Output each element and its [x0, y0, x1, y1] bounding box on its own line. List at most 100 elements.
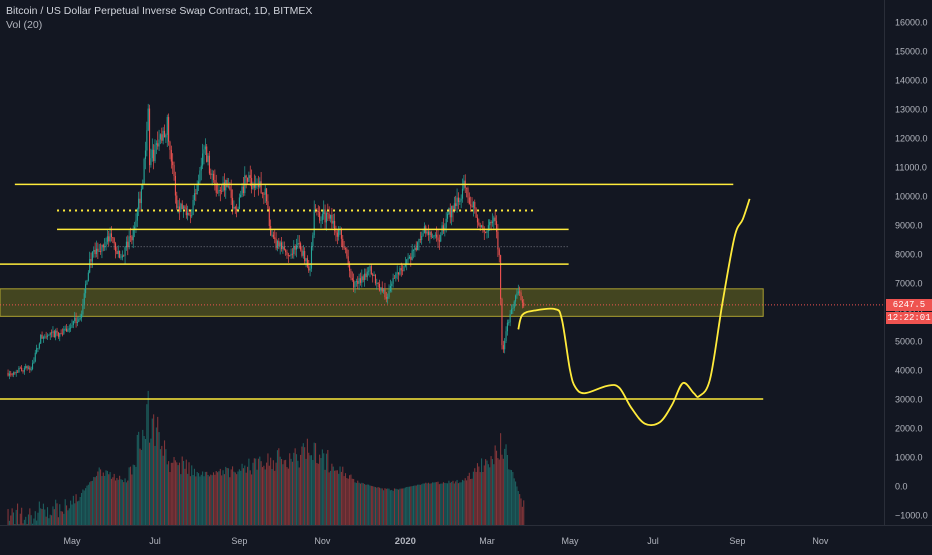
candle[interactable]: [158, 139, 160, 147]
candle[interactable]: [246, 177, 249, 182]
candle[interactable]: [487, 225, 489, 231]
candle[interactable]: [479, 224, 481, 228]
candle[interactable]: [271, 234, 273, 236]
candle[interactable]: [110, 233, 113, 238]
candle[interactable]: [456, 197, 458, 207]
candle[interactable]: [106, 236, 108, 242]
candle[interactable]: [144, 150, 147, 159]
candle[interactable]: [67, 329, 69, 332]
candle[interactable]: [268, 208, 270, 227]
candle[interactable]: [354, 281, 356, 288]
candle[interactable]: [140, 188, 142, 204]
candle[interactable]: [19, 367, 21, 369]
candle[interactable]: [302, 251, 304, 256]
candle[interactable]: [461, 188, 464, 199]
candle[interactable]: [280, 242, 283, 250]
candle[interactable]: [407, 258, 409, 260]
candle[interactable]: [147, 108, 149, 131]
candle[interactable]: [512, 307, 514, 309]
candle[interactable]: [151, 149, 153, 159]
candle[interactable]: [154, 144, 156, 162]
candle[interactable]: [519, 291, 521, 293]
candle[interactable]: [210, 173, 212, 175]
candle[interactable]: [515, 295, 517, 302]
candle[interactable]: [433, 235, 435, 237]
candle[interactable]: [377, 282, 379, 284]
candle[interactable]: [297, 243, 299, 246]
candle[interactable]: [120, 257, 122, 259]
candle[interactable]: [298, 243, 300, 244]
candle[interactable]: [199, 170, 201, 182]
candle[interactable]: [129, 236, 132, 238]
candle[interactable]: [493, 217, 495, 222]
candle[interactable]: [509, 314, 511, 323]
candle[interactable]: [483, 229, 485, 232]
candle[interactable]: [119, 250, 121, 258]
candle[interactable]: [429, 231, 431, 235]
candle[interactable]: [12, 372, 15, 375]
candle[interactable]: [260, 181, 262, 193]
candle[interactable]: [124, 247, 126, 256]
candle[interactable]: [248, 175, 250, 182]
candle[interactable]: [17, 371, 19, 373]
candle[interactable]: [481, 225, 483, 228]
candle[interactable]: [135, 220, 137, 227]
candle[interactable]: [162, 130, 164, 141]
candle[interactable]: [441, 225, 443, 236]
candle[interactable]: [142, 183, 144, 189]
candle[interactable]: [387, 296, 389, 299]
candle[interactable]: [329, 214, 332, 219]
candle[interactable]: [369, 266, 371, 271]
candle[interactable]: [134, 226, 136, 229]
candle[interactable]: [319, 211, 321, 221]
candle[interactable]: [108, 236, 110, 242]
candle[interactable]: [402, 270, 404, 272]
candle[interactable]: [85, 284, 87, 294]
candle[interactable]: [412, 250, 415, 251]
candle[interactable]: [336, 232, 338, 237]
candle[interactable]: [295, 245, 298, 250]
candle[interactable]: [26, 366, 28, 369]
candle[interactable]: [196, 184, 198, 195]
candle[interactable]: [472, 202, 474, 208]
candle[interactable]: [466, 187, 468, 189]
candle[interactable]: [366, 271, 368, 278]
candle[interactable]: [471, 205, 473, 208]
candle[interactable]: [163, 130, 166, 138]
candle[interactable]: [143, 158, 145, 184]
candle[interactable]: [498, 249, 500, 256]
candle[interactable]: [132, 228, 134, 241]
candle[interactable]: [321, 214, 323, 221]
candle[interactable]: [343, 247, 345, 249]
candle[interactable]: [218, 189, 220, 193]
candle[interactable]: [520, 292, 522, 301]
candle[interactable]: [430, 231, 432, 238]
candle[interactable]: [181, 203, 183, 209]
candle[interactable]: [207, 155, 209, 162]
candle[interactable]: [49, 332, 51, 335]
candle[interactable]: [93, 250, 95, 252]
candle[interactable]: [378, 283, 381, 291]
candle[interactable]: [10, 373, 12, 375]
candle[interactable]: [45, 336, 47, 338]
candle[interactable]: [36, 348, 38, 353]
candle[interactable]: [55, 330, 57, 338]
candle[interactable]: [139, 198, 141, 204]
candle[interactable]: [22, 370, 24, 372]
candle[interactable]: [170, 149, 172, 162]
candle[interactable]: [361, 276, 363, 283]
candle[interactable]: [30, 369, 32, 370]
candle[interactable]: [411, 250, 413, 260]
candle[interactable]: [150, 158, 152, 166]
candle[interactable]: [306, 258, 308, 267]
candle[interactable]: [355, 281, 357, 282]
candle[interactable]: [153, 149, 155, 162]
candle[interactable]: [357, 281, 359, 284]
candle[interactable]: [149, 108, 151, 166]
candle[interactable]: [368, 270, 370, 272]
candle[interactable]: [328, 213, 330, 219]
candle[interactable]: [8, 373, 10, 376]
candle[interactable]: [166, 117, 168, 135]
candle[interactable]: [263, 193, 265, 195]
